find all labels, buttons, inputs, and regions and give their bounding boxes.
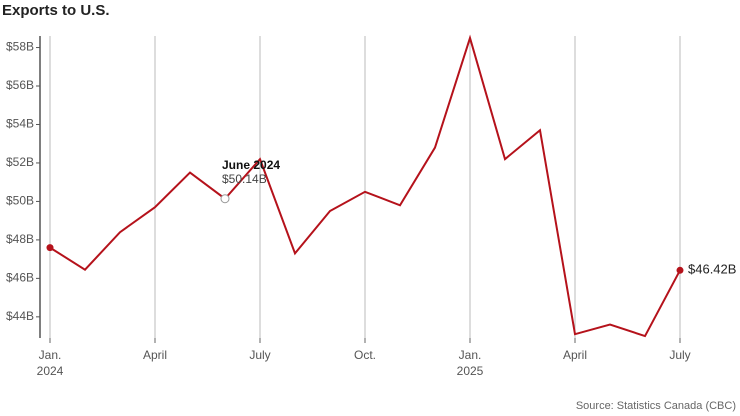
x-tick-label: Jan. — [39, 348, 62, 362]
x-tick-label: July — [669, 348, 690, 362]
annotation-title: June 2024 — [222, 158, 280, 172]
y-tick-label: $58B — [6, 40, 34, 54]
y-tick-label: $46B — [6, 271, 34, 285]
y-tick-label: $50B — [6, 194, 34, 208]
x-tick-year: 2025 — [457, 364, 484, 378]
point — [46, 244, 54, 252]
y-tick-label: $44B — [6, 309, 34, 323]
x-tick-label: July — [249, 348, 270, 362]
x-tick-label: Oct. — [354, 348, 376, 362]
y-tick-label: $56B — [6, 78, 34, 92]
series-line — [49, 34, 681, 338]
value-label: $46.42B — [688, 262, 736, 277]
value-label: $50.14B — [222, 172, 267, 186]
y-tick-label: $48B — [6, 232, 34, 246]
y-tick-label: $54B — [6, 117, 34, 131]
point — [676, 266, 684, 274]
highlight-point — [220, 194, 230, 204]
x-tick-label: April — [563, 348, 587, 362]
y-tick-label: $52B — [6, 155, 34, 169]
x-tick-year: 2024 — [37, 364, 64, 378]
x-tick-label: Jan. — [459, 348, 482, 362]
source: Source: Statistics Canada (CBC) — [576, 400, 736, 412]
x-tick-label: April — [143, 348, 167, 362]
chart-title: Exports to U.S. — [2, 2, 110, 19]
